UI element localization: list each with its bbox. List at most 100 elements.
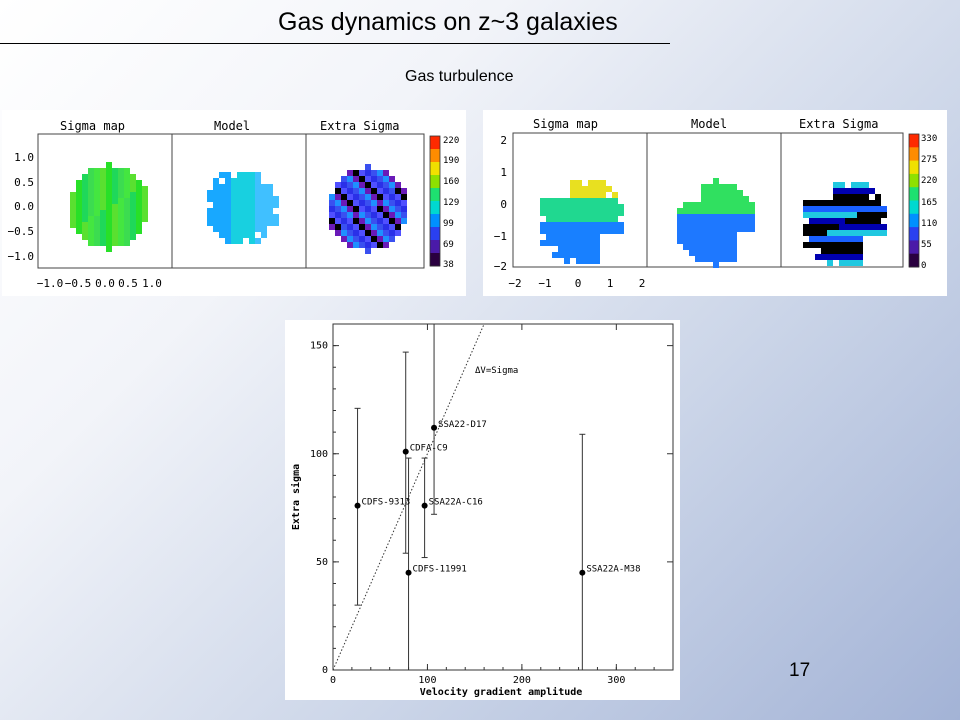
map2-sigma-pixel: [588, 258, 594, 264]
map1-cbar-tick: 190: [443, 156, 459, 166]
map1-sigma-pixel: [82, 174, 88, 180]
map2-extra-pixel: [857, 254, 863, 260]
map1-model-pixel: [207, 196, 213, 202]
map1-extra-pixel: [347, 200, 353, 206]
map1-extra-pixel: [353, 206, 359, 212]
map2-model-pixel: [725, 256, 731, 262]
map1-sigma-pixel: [130, 174, 136, 180]
map2-extra-pixel: [833, 248, 839, 254]
map1-colorbar: [430, 214, 440, 228]
map2-title-model: Model: [691, 117, 727, 131]
map1-extra-pixel: [395, 218, 401, 224]
map1-colorbar: [430, 240, 440, 254]
map2-sigma-pixel: [576, 180, 582, 186]
map1-model-pixel: [243, 202, 249, 208]
map2-model-pixel: [725, 238, 731, 244]
map2-model-pixel: [719, 196, 725, 202]
map1-extra-pixel: [341, 224, 347, 230]
map2-model-pixel: [725, 190, 731, 196]
reference-line-label: ΔV=Sigma: [475, 366, 518, 376]
map1-extra-pixel: [371, 200, 377, 206]
map1-model-pixel: [243, 214, 249, 220]
title-underline: [0, 43, 670, 44]
map1-sigma-pixel: [94, 192, 100, 198]
map1-extra-pixel: [383, 242, 389, 248]
map1-sigma-pixel: [76, 198, 82, 204]
map2-model-pixel: [689, 232, 695, 238]
map2-sigma-pixel: [570, 252, 576, 258]
map2-sigma-pixel: [564, 198, 570, 204]
map1-sigma-pixel: [94, 228, 100, 234]
map1-extra-pixel: [377, 242, 383, 248]
map2-sigma-pixel: [570, 186, 576, 192]
map1-model-pixel: [273, 220, 279, 226]
map2-model-pixel: [719, 226, 725, 232]
map2-model-pixel: [743, 220, 749, 226]
map1-model-pixel: [219, 208, 225, 214]
map2-cbar-tick: 0: [921, 261, 926, 271]
map2-extra-pixel: [827, 260, 833, 266]
map1-extra-pixel: [365, 224, 371, 230]
map2-x-tick: 0: [575, 277, 582, 290]
map1-model-pixel: [225, 202, 231, 208]
map2-model-pixel: [677, 238, 683, 244]
map2-model-pixel: [713, 190, 719, 196]
map2-model-pixel: [707, 244, 713, 250]
map2-model-pixel: [731, 184, 737, 190]
map1-extra-pixel: [353, 170, 359, 176]
map1-sigma-pixel: [88, 228, 94, 234]
map2-extra-pixel: [857, 218, 863, 224]
map1-extra-pixel: [383, 224, 389, 230]
map1-sigma-pixel: [124, 228, 130, 234]
map1-title-extra: Extra Sigma: [320, 119, 399, 133]
map2-sigma-pixel: [612, 222, 618, 228]
map1-extra-pixel: [329, 218, 335, 224]
map2-sigma-pixel: [618, 204, 624, 210]
map1-model-pixel: [237, 172, 243, 178]
map1-colorbar: [430, 201, 440, 215]
map2-model-pixel: [683, 232, 689, 238]
map2-model-pixel: [725, 184, 731, 190]
map2-model-pixel: [701, 244, 707, 250]
map2-sigma-pixel: [546, 234, 552, 240]
map1-extra-pixel: [365, 182, 371, 188]
map1-model-pixel: [255, 220, 261, 226]
map2-cbar-tick: 220: [921, 176, 937, 186]
map2-extra-pixel: [857, 260, 863, 266]
map1-model-pixel: [225, 184, 231, 190]
map1-sigma-pixel: [106, 210, 112, 216]
map1-extra-pixel: [365, 242, 371, 248]
map1-sigma-pixel: [112, 216, 118, 222]
map2-extra-pixel: [869, 230, 875, 236]
map2-extra-pixel: [839, 212, 845, 218]
map2-sigma-pixel: [576, 234, 582, 240]
map2-sigma-pixel: [600, 222, 606, 228]
map2-extra-pixel: [803, 224, 809, 230]
map2-model-pixel: [701, 196, 707, 202]
map1-model-pixel: [243, 196, 249, 202]
map1-extra-pixel: [377, 188, 383, 194]
map2-extra-pixel: [863, 212, 869, 218]
map1-model-pixel: [231, 190, 237, 196]
map2-colorbar-border: [908, 133, 920, 268]
map1-sigma-pixel: [142, 204, 148, 210]
map2-model-pixel: [719, 208, 725, 214]
map1-extra-pixel: [371, 212, 377, 218]
map2-extra-pixel: [839, 218, 845, 224]
map1-cbar-tick: 129: [443, 198, 459, 208]
map2-sigma-pixel: [552, 210, 558, 216]
slide-subtitle: Gas turbulence: [405, 68, 514, 85]
map1-sigma-pixel: [112, 234, 118, 240]
map2-cbar-tick: 165: [921, 198, 937, 208]
map2-sigma-pixel: [612, 192, 618, 198]
map2-sigma-pixel: [558, 252, 564, 258]
map2-model-pixel: [695, 250, 701, 256]
map2-extra-pixel: [857, 194, 863, 200]
map2-model-pixel: [719, 238, 725, 244]
map1-model-pixel: [213, 226, 219, 232]
map1-extra-pixel: [341, 230, 347, 236]
map2-extra-pixel: [827, 212, 833, 218]
map2-cbar-tick: 330: [921, 134, 937, 144]
map1-model-pixel: [225, 238, 231, 244]
map1-model-pixel: [231, 178, 237, 184]
